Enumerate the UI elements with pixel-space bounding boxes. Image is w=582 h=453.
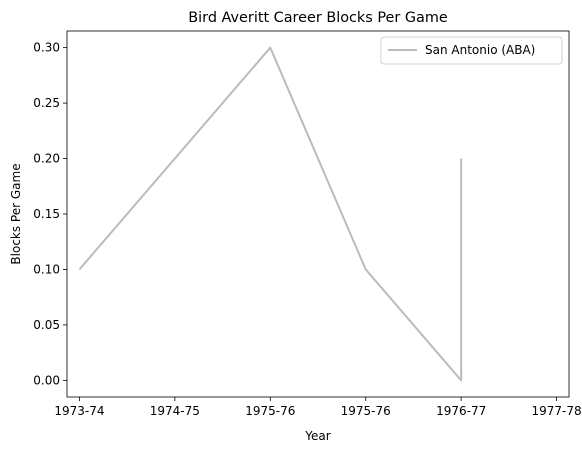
y-tick-label-2: 0.10 [33, 262, 60, 276]
x-tick-label-0: 1973-74 [54, 404, 104, 418]
x-tick-label-2: 1975-76 [245, 404, 295, 418]
legend-frame [380, 36, 563, 65]
plot-frame [66, 30, 570, 398]
legend: San Antonio (ABA) [380, 36, 563, 65]
legend-label: San Antonio (ABA) [425, 43, 535, 57]
x-axis-title: Year [304, 429, 330, 443]
y-axis-title: Blocks Per Game [9, 163, 23, 264]
x-tick-label-5: 1977-78 [532, 404, 582, 418]
x-tick-label-4: 1976-77 [436, 404, 486, 418]
y-tick-label-4: 0.20 [33, 152, 60, 166]
chart-title: Bird Averitt Career Blocks Per Game [188, 10, 448, 26]
x-tick-label-1: 1974-75 [150, 404, 200, 418]
y-tick-label-6: 0.30 [33, 41, 60, 55]
y-tick-label-1: 0.05 [33, 318, 60, 332]
plot-area [78, 46, 463, 382]
series-line-0 [78, 46, 463, 382]
y-tick-label-3: 0.15 [33, 207, 60, 221]
y-tick-label-5: 0.25 [33, 96, 60, 110]
x-axis: 1973-74 1974-75 1975-76 1975-76 1976-77 1977-… [54, 397, 582, 418]
x-tick-label-3: 1975-76 [341, 404, 391, 418]
y-axis: 0.00 0.05 0.10 0.15 0.20 0.25 0.30 [33, 41, 67, 387]
y-tick-label-0: 0.00 [33, 373, 60, 387]
